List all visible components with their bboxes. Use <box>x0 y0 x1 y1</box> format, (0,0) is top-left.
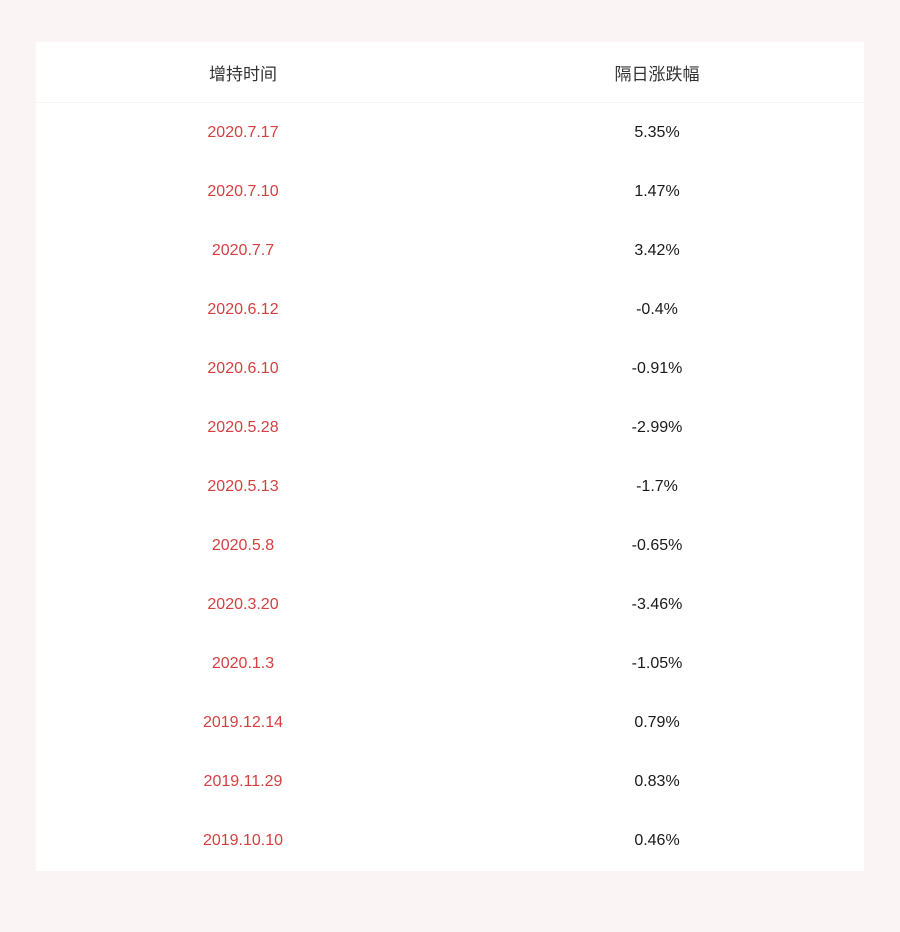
date-cell: 2020.1.3 <box>36 634 450 694</box>
date-cell: 2019.11.29 <box>36 752 450 812</box>
table-container: 增持时间 隔日涨跌幅 2020.7.175.35%2020.7.101.47%2… <box>0 0 900 932</box>
table-row: 2020.1.3-1.05% <box>36 634 864 694</box>
table-header-row: 增持时间 隔日涨跌幅 <box>36 42 864 102</box>
change-cell: 3.42% <box>450 221 864 281</box>
table-row: 2020.6.12-0.4% <box>36 280 864 340</box>
change-cell: -0.4% <box>450 280 864 340</box>
date-cell: 2020.5.28 <box>36 398 450 458</box>
table-row: 2019.10.100.46% <box>36 811 864 871</box>
change-cell: 0.83% <box>450 752 864 812</box>
date-cell: 2020.6.10 <box>36 339 450 399</box>
date-cell: 2020.7.17 <box>36 103 450 163</box>
date-cell: 2020.7.10 <box>36 162 450 222</box>
change-cell: -0.91% <box>450 339 864 399</box>
change-cell: -2.99% <box>450 398 864 458</box>
header-date: 增持时间 <box>36 42 450 102</box>
table-row: 2020.5.13-1.7% <box>36 457 864 517</box>
change-cell: -3.46% <box>450 575 864 635</box>
table-body: 2020.7.175.35%2020.7.101.47%2020.7.73.42… <box>36 103 864 871</box>
change-cell: -1.7% <box>450 457 864 517</box>
table-row: 2020.7.175.35% <box>36 103 864 163</box>
table-row: 2019.12.140.79% <box>36 693 864 753</box>
table-row: 2020.5.28-2.99% <box>36 398 864 458</box>
table-row: 2020.6.10-0.91% <box>36 339 864 399</box>
table-row: 2020.5.8-0.65% <box>36 516 864 576</box>
date-cell: 2020.6.12 <box>36 280 450 340</box>
table-row: 2020.7.73.42% <box>36 221 864 281</box>
table-row: 2020.3.20-3.46% <box>36 575 864 635</box>
date-cell: 2020.3.20 <box>36 575 450 635</box>
header-change: 隔日涨跌幅 <box>450 42 864 102</box>
change-cell: 1.47% <box>450 162 864 222</box>
date-cell: 2020.7.7 <box>36 221 450 281</box>
change-cell: 0.46% <box>450 811 864 871</box>
date-cell: 2019.10.10 <box>36 811 450 871</box>
date-cell: 2020.5.8 <box>36 516 450 576</box>
date-cell: 2019.12.14 <box>36 693 450 753</box>
table-row: 2020.7.101.47% <box>36 162 864 222</box>
change-cell: -0.65% <box>450 516 864 576</box>
change-cell: -1.05% <box>450 634 864 694</box>
change-cell: 5.35% <box>450 103 864 163</box>
table-row: 2019.11.290.83% <box>36 752 864 812</box>
change-cell: 0.79% <box>450 693 864 753</box>
date-cell: 2020.5.13 <box>36 457 450 517</box>
